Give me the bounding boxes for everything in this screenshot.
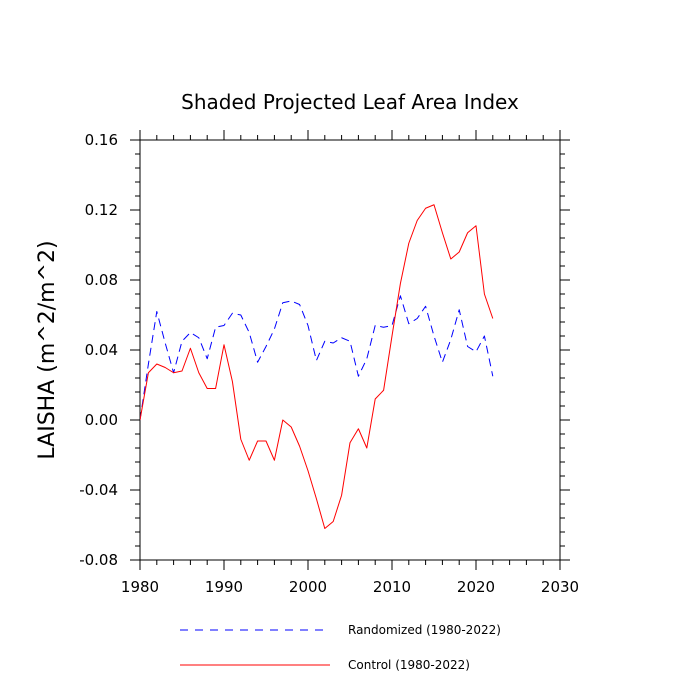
y-axis-label: LAISHA (m^2/m^2) bbox=[35, 240, 60, 459]
series-line-randomized bbox=[140, 295, 494, 421]
legend: Randomized (1980-2022) Control (1980-2022… bbox=[180, 623, 501, 672]
plot-area: 1980 1990 2000 2010 2020 2030 -0.08 -0.04 0.00 0.… bbox=[79, 130, 579, 596]
series-line-control bbox=[140, 204, 494, 529]
x-tick-label: 1980 bbox=[121, 578, 159, 596]
plot-frame bbox=[139, 139, 561, 561]
x-tick-label: 2010 bbox=[373, 578, 411, 596]
y-tick-label: -0.04 bbox=[79, 481, 118, 499]
y-tick-label: -0.08 bbox=[79, 551, 118, 569]
x-tick-label: 1990 bbox=[205, 578, 243, 596]
y-tick-label: 0.04 bbox=[85, 341, 118, 359]
y-tick-label: 0.08 bbox=[85, 271, 118, 289]
y-tick-label: 0.00 bbox=[85, 411, 118, 429]
y-tick-label: 0.16 bbox=[85, 131, 118, 149]
x-tick-label: 2030 bbox=[541, 578, 579, 596]
chart-title: Shaded Projected Leaf Area Index bbox=[181, 90, 519, 114]
legend-label-1: Control (1980-2022) bbox=[348, 658, 470, 672]
y-tick-label: 0.12 bbox=[85, 201, 118, 219]
legend-label-0: Randomized (1980-2022) bbox=[348, 623, 501, 637]
x-tick-label: 2000 bbox=[289, 578, 327, 596]
x-tick-label: 2020 bbox=[457, 578, 495, 596]
